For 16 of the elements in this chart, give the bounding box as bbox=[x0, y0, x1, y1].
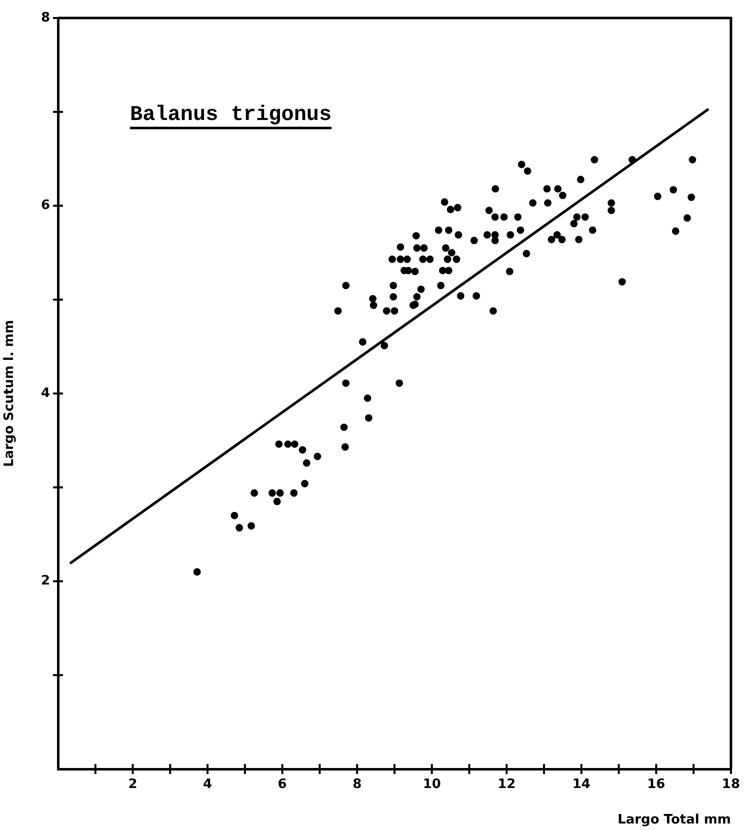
y-tick-label: 2 bbox=[40, 574, 50, 589]
x-tick-label: 4 bbox=[203, 777, 212, 792]
x-tick-label: 14 bbox=[572, 777, 590, 792]
x-axis-title: Largo Total mm bbox=[618, 812, 731, 828]
x-tick-label: 12 bbox=[498, 777, 516, 792]
x-tick-label: 2 bbox=[128, 777, 138, 792]
x-tick-label: 16 bbox=[647, 777, 666, 792]
y-axis-title: Largo Scutum l. mm bbox=[2, 320, 18, 468]
x-tick-label: 18 bbox=[722, 777, 740, 792]
y-tick-label: 6 bbox=[40, 198, 50, 214]
text: Balanus trigonus bbox=[130, 104, 332, 127]
x-tick-label: 10 bbox=[422, 777, 441, 792]
x-tick-label: 6 bbox=[278, 777, 287, 792]
y-tick-label: 4 bbox=[40, 386, 50, 401]
x-tick-label: 8 bbox=[352, 777, 362, 792]
y-tick-label: 8 bbox=[40, 10, 50, 26]
